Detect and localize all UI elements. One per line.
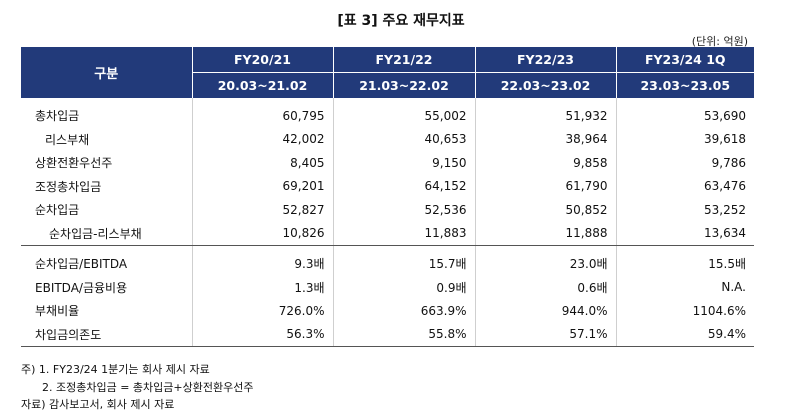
header-period-2: 21.03~22.02 [332,72,475,98]
cell-value: 40,653 [332,127,475,151]
cell-value: 0.6배 [474,275,616,299]
cell-value: 9,786 [615,151,754,175]
cell-value: 38,964 [474,127,616,151]
header-fy-2: FY21/22 [332,47,475,73]
row-label: EBITDA/금융비용 [35,280,128,295]
cell-value: 61,790 [474,174,616,198]
row-label: 차입금의존도 [21,322,192,347]
table-row: 순차입금 52,827 52,536 50,852 53,252 [21,198,754,222]
cell-value: 60,795 [191,98,333,128]
table-row: 리스부채 42,002 40,653 38,964 39,618 [21,127,754,151]
cell-value: 8,405 [191,151,333,175]
row-label: 부채비율 [35,304,80,319]
footnote-2: 2. 조정총차입금 = 총차입금+상환전환우선주 [42,380,254,394]
table-row: 차입금의존도 56.3% 55.8% 57.1% 59.4% [21,322,754,347]
cell-value: 52,827 [191,198,333,222]
cell-value: 23.0배 [474,245,616,276]
header-category: 구분 [21,47,192,98]
cell-value: 11,883 [332,221,475,246]
row-label: 리스부채 [45,132,90,147]
source-note: 자료) 감사보고서, 회사 제시 자료 [21,398,175,411]
cell-value: 944.0% [474,299,616,323]
footnote-1: 주) 1. FY23/24 1분기는 회사 제시 자료 [21,363,210,376]
row-label: 순차입금 [35,203,80,218]
unit-label: (단위: 억원) [691,35,748,48]
table-row: EBITDA/금융비용 1.3배 0.9배 0.6배 N.A. [21,275,754,299]
cell-value: 64,152 [332,174,475,198]
header-fy-1: FY20/21 [191,47,333,73]
cell-value: 726.0% [191,299,333,323]
row-label: 순차입금/EBITDA [35,257,128,272]
footnotes: 주) 1. FY23/24 1분기는 회사 제시 자료 2. 조정총차입금 = … [21,361,253,414]
cell-value: 59.4% [615,322,754,347]
table-row: 상환전환우선주 8,405 9,150 9,858 9,786 [21,151,754,175]
cell-value: 57.1% [474,322,616,347]
header-row-fy: 구분 FY20/21 FY21/22 FY22/23 FY23/24 1Q [21,47,754,98]
header-fy-3: FY22/23 [474,47,616,73]
cell-value: 9.3배 [191,245,333,276]
table-row: 순차입금-리스부채 10,826 11,883 11,888 13,634 [21,221,754,246]
table-row: 조정총차입금 69,201 64,152 61,790 63,476 [21,174,754,198]
cell-value: 42,002 [191,127,333,151]
table-title: [표 3] 주요 재무지표 [337,13,465,29]
cell-value: 0.9배 [332,275,475,299]
cell-value: 10,826 [191,221,333,246]
cell-value: 1.3배 [191,275,333,299]
cell-value: N.A. [615,275,754,299]
header-row-period: 20.03~21.02 21.03~22.02 22.03~23.02 23.0… [21,72,754,98]
row-label: 순차입금-리스부채 [21,221,192,246]
table-row: 총차입금 60,795 55,002 51,932 53,690 [21,98,754,128]
header-period-1: 20.03~21.02 [191,72,333,98]
row-label: 상환전환우선주 [35,156,113,171]
cell-value: 53,690 [615,98,754,128]
row-label: 총차입금 [35,109,80,124]
cell-value: 15.7배 [332,245,475,276]
cell-value: 53,252 [615,198,754,222]
cell-value: 63,476 [615,174,754,198]
header-period-4: 23.03~23.05 [615,72,754,98]
cell-value: 52,536 [332,198,475,222]
cell-value: 9,150 [332,151,475,175]
cell-value: 39,618 [615,127,754,151]
header-period-3: 22.03~23.02 [474,72,616,98]
cell-value: 11,888 [474,221,616,246]
cell-value: 55,002 [332,98,475,128]
cell-value: 50,852 [474,198,616,222]
row-label: 조정총차입금 [35,179,102,194]
cell-value: 69,201 [191,174,333,198]
financial-indicators-table: 구분 FY20/21 FY21/22 FY22/23 FY23/24 1Q 20… [21,47,754,347]
table-row: 순차입금/EBITDA 9.3배 15.7배 23.0배 15.5배 [21,245,754,276]
cell-value: 663.9% [332,299,475,323]
cell-value: 9,858 [474,151,616,175]
cell-value: 55.8% [332,322,475,347]
cell-value: 51,932 [474,98,616,128]
cell-value: 15.5배 [615,245,754,276]
cell-value: 1104.6% [615,299,754,323]
cell-value: 56.3% [191,322,333,347]
header-fy-4: FY23/24 1Q [615,47,754,73]
table-row: 부채비율 726.0% 663.9% 944.0% 1104.6% [21,299,754,323]
cell-value: 13,634 [615,221,754,246]
